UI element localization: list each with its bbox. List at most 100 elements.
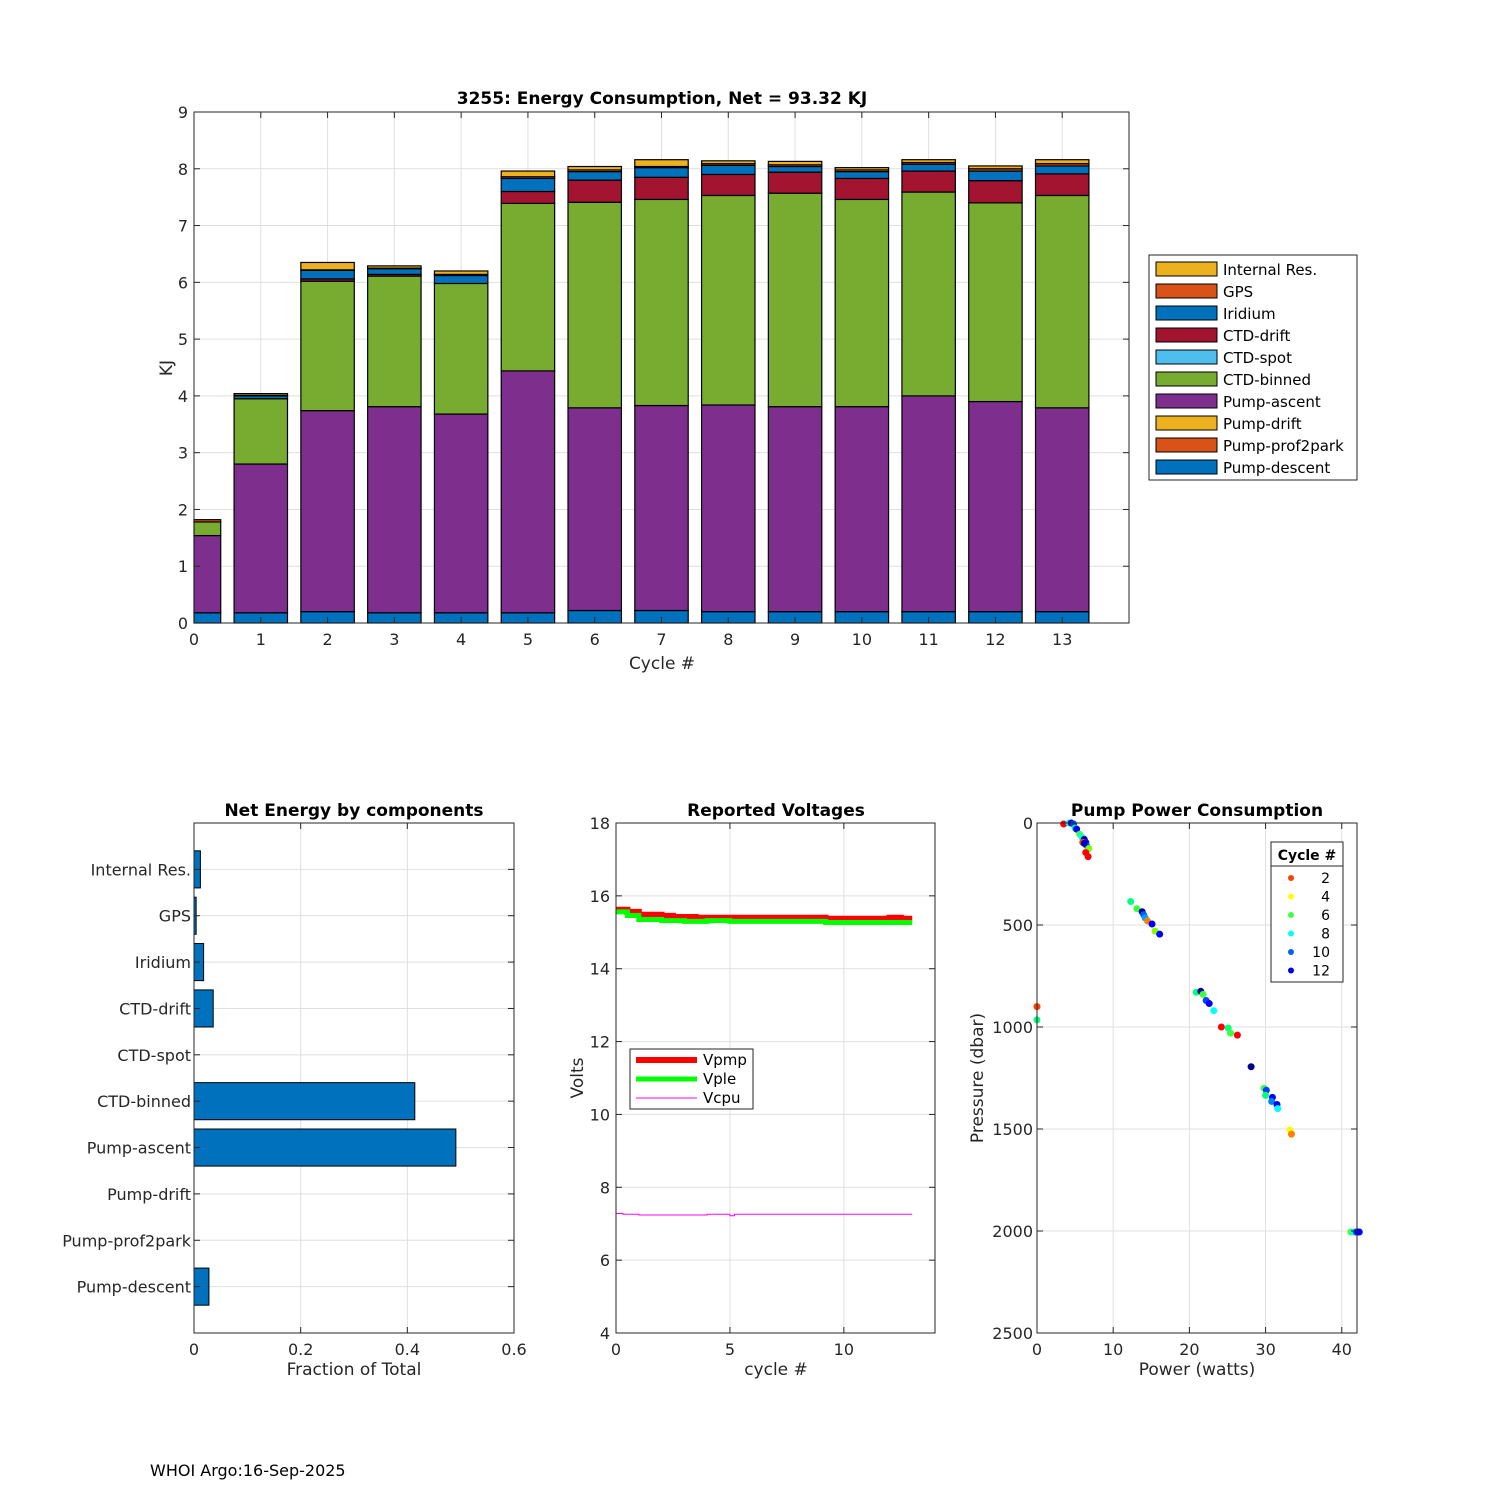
scatter-point — [1133, 905, 1141, 913]
bar-segment-ctd-binned — [433, 282, 489, 415]
y-tick-label: Iridium — [135, 953, 191, 972]
y-tick-label: 8 — [178, 160, 188, 179]
legend-label: Pump-descent — [1223, 459, 1330, 477]
bar-segment-ctd-drift — [834, 177, 890, 201]
scatter-point — [1073, 825, 1081, 833]
x-tick-label: 2 — [322, 630, 332, 649]
bar-segment-pump-ascent — [700, 404, 756, 613]
x-tick-label: 4 — [456, 630, 466, 649]
bar-segment-iridium — [700, 164, 756, 176]
legend-label: Vcpu — [703, 1089, 741, 1107]
y-tick-label: CTD-spot — [117, 1046, 191, 1065]
bar-segment-internal-res- — [233, 393, 289, 396]
y-tick-label: 3 — [178, 444, 188, 463]
bar-segment-iridium — [500, 177, 556, 193]
y-axis-label: Volts — [568, 1057, 588, 1098]
line-vpmp — [616, 906, 913, 922]
x-tick-label: 0 — [189, 1340, 199, 1359]
y-tick-label: 5 — [178, 330, 188, 349]
y-tick-label: 16 — [590, 887, 610, 906]
x-tick-label: 12 — [985, 630, 1005, 649]
bar-segment-ctd-binned — [767, 192, 823, 408]
x-axis-label: cycle # — [744, 1360, 808, 1380]
y-tick-label: 4 — [600, 1324, 610, 1343]
y-tick-label: 6 — [600, 1251, 610, 1270]
legend-swatch — [1155, 327, 1218, 343]
x-tick-label: 10 — [834, 1340, 854, 1359]
legend: Internal Res. GPS Iridium CTD-drift CTD-spot… — [1148, 254, 1358, 481]
legend-swatch — [1155, 261, 1218, 277]
y-tick-label: 500 — [1002, 916, 1033, 935]
bars — [193, 850, 457, 1306]
bar — [193, 1082, 416, 1121]
x-tick-labels: 0 1 2 3 4 5 6 7 8 9 10 11 12 13 — [189, 630, 1072, 649]
legend-label: CTD-spot — [1223, 349, 1292, 367]
tick-marks — [1036, 822, 1357, 1334]
tick-marks — [193, 111, 1129, 624]
y-tick-label: 1 — [178, 557, 188, 576]
y-tick-labels: Internal Res. GPS Iridium CTD-drift CTD-spot… — [62, 860, 192, 1296]
gridlines — [193, 823, 515, 1333]
bar-segment-pump-ascent — [567, 407, 623, 612]
bar-segment-ctd-drift — [901, 170, 956, 193]
x-tick-label: 0.4 — [395, 1340, 420, 1359]
x-tick-labels: 0 5 10 — [611, 1340, 854, 1359]
bar-segment-ctd-binned — [500, 202, 556, 372]
bar-segment-ctd-binned — [634, 198, 689, 407]
scatter-point — [1156, 930, 1164, 938]
x-tick-label: 1 — [256, 630, 266, 649]
y-tick-label: 10 — [590, 1105, 610, 1124]
chart-title: Pump Power Consumption — [1071, 801, 1323, 821]
x-tick-label: 7 — [656, 630, 666, 649]
axes-box — [615, 822, 936, 1334]
bar-segment-iridium — [1034, 165, 1090, 175]
y-tick-label: 1000 — [992, 1018, 1033, 1037]
bar-segment-ctd-binned — [901, 191, 956, 397]
bar-segment-internal-res- — [700, 160, 756, 165]
y-tick-label: 18 — [590, 814, 610, 833]
x-tick-label: 0 — [189, 630, 199, 649]
line-vcpu — [616, 1213, 913, 1217]
scatter-points — [1033, 819, 1363, 1236]
y-tick-label: 2500 — [992, 1324, 1033, 1343]
bar-segment-pump-ascent — [300, 410, 355, 613]
x-tick-label: 0.2 — [288, 1340, 313, 1359]
legend-marker — [1288, 930, 1294, 937]
bar-segment-pump-ascent — [193, 534, 222, 614]
y-tick-label: Internal Res. — [91, 860, 191, 879]
legend-label: 6 — [1321, 908, 1330, 924]
x-tick-label: 0 — [1032, 1340, 1042, 1359]
bar-segment-iridium — [634, 167, 689, 178]
bar-segment-ctd-binned — [567, 201, 623, 409]
y-tick-label: 8 — [600, 1178, 610, 1197]
scatter-point — [1148, 920, 1156, 928]
legend-label: Iridium — [1223, 305, 1276, 323]
bar-segment-internal-res- — [300, 261, 355, 271]
y-tick-label: Pump-descent — [77, 1278, 191, 1297]
bar-segment-ctd-drift — [567, 179, 623, 203]
y-tick-label: GPS — [159, 907, 191, 926]
bar-segment-internal-res- — [1034, 159, 1090, 165]
scatter-point — [1199, 990, 1207, 998]
bar-segment-ctd-drift — [968, 180, 1023, 204]
bar-segment-pump-ascent — [834, 406, 890, 613]
scatter-point — [1287, 1130, 1295, 1138]
x-axis-label: Fraction of Total — [287, 1360, 422, 1380]
bar-segment-iridium — [901, 163, 956, 172]
bar-segment-pump-ascent — [433, 413, 489, 614]
chart-title: Reported Voltages — [687, 801, 865, 821]
bar-segment-internal-res- — [367, 265, 422, 269]
bar-segment-iridium — [300, 269, 355, 280]
y-tick-label: Pump-ascent — [87, 1139, 191, 1158]
x-tick-label: 10 — [1103, 1340, 1123, 1359]
legend-label: Internal Res. — [1223, 261, 1317, 279]
legend-swatch — [1155, 283, 1218, 299]
legend-swatch — [1155, 305, 1218, 321]
bar — [193, 1128, 457, 1167]
bar-segment-pump-ascent — [367, 406, 422, 614]
y-tick-label: 9 — [178, 103, 188, 122]
bar-segment-pump-ascent — [901, 395, 956, 613]
bar-segment-ctd-binned — [1034, 194, 1090, 409]
bar-segment-ctd-binned — [834, 198, 890, 408]
